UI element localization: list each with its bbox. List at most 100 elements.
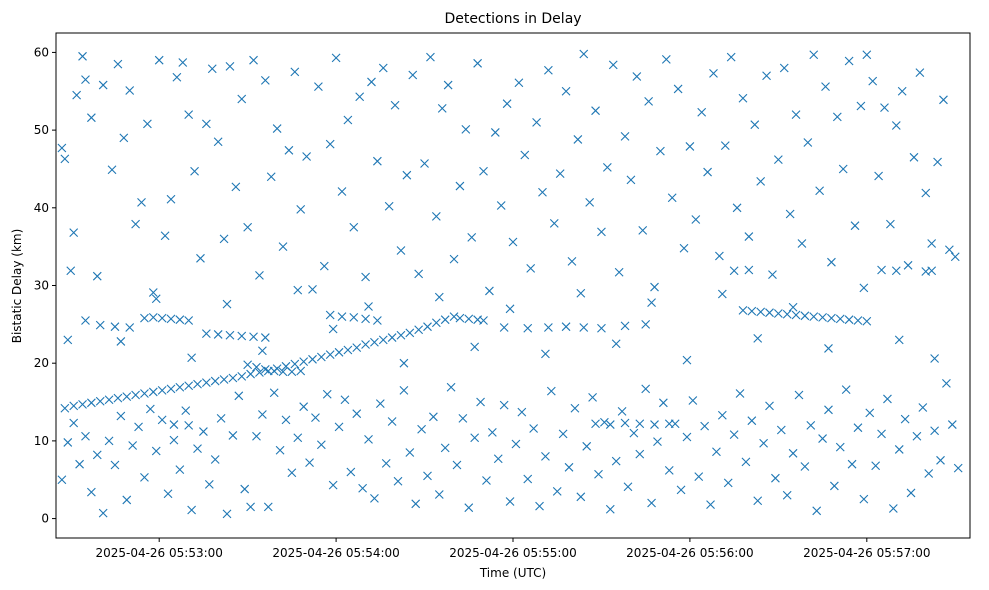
data-point	[930, 426, 940, 436]
data-point	[508, 237, 518, 247]
data-point	[169, 420, 179, 429]
data-point	[894, 445, 904, 454]
data-point	[148, 312, 158, 322]
data-point	[476, 397, 485, 407]
data-point	[78, 51, 87, 61]
data-point	[213, 330, 223, 339]
data-point	[296, 204, 306, 214]
data-point	[86, 113, 96, 123]
data-point	[685, 142, 695, 151]
data-point	[287, 468, 297, 478]
data-point	[709, 69, 718, 78]
data-point	[337, 187, 347, 196]
data-point	[184, 110, 194, 119]
data-point	[543, 323, 553, 332]
data-point	[166, 194, 176, 204]
data-point	[591, 419, 600, 429]
data-point	[434, 490, 444, 499]
data-point	[927, 239, 937, 248]
data-point	[847, 459, 857, 469]
plot-frame	[55, 32, 971, 539]
data-point	[871, 461, 881, 471]
data-point	[753, 496, 763, 506]
data-point	[523, 323, 533, 333]
data-point	[175, 382, 185, 392]
data-point	[249, 55, 258, 65]
data-point	[717, 410, 727, 420]
data-point	[682, 432, 692, 442]
data-point	[272, 124, 282, 133]
data-point	[667, 193, 677, 203]
data-point	[237, 94, 247, 104]
data-point	[72, 90, 82, 100]
data-point	[502, 99, 512, 109]
data-point	[69, 418, 79, 428]
data-point	[178, 58, 188, 67]
data-point	[396, 330, 406, 340]
data-point	[859, 494, 869, 504]
data-point	[260, 333, 270, 342]
data-point	[225, 62, 235, 71]
y-tick-label: 40	[34, 201, 49, 215]
data-point	[237, 331, 247, 341]
data-point	[865, 408, 875, 418]
data-point	[293, 285, 303, 295]
data-point	[653, 437, 662, 447]
data-point	[63, 335, 73, 345]
data-point	[953, 463, 963, 473]
data-point	[408, 70, 418, 80]
data-point	[375, 399, 385, 408]
data-point	[942, 379, 951, 388]
data-point	[69, 228, 79, 238]
data-point	[225, 330, 235, 340]
data-point	[788, 448, 798, 458]
data-point	[520, 150, 530, 160]
data-point	[411, 499, 421, 509]
data-point	[423, 322, 432, 332]
data-point	[773, 309, 783, 318]
data-point	[367, 77, 376, 87]
data-point	[140, 473, 149, 482]
data-point	[738, 93, 748, 103]
data-point	[827, 313, 836, 323]
data-point	[69, 401, 79, 411]
y-tick-label: 10	[34, 434, 49, 448]
data-point	[137, 197, 146, 207]
data-point	[184, 420, 194, 430]
data-point	[939, 95, 948, 105]
data-point	[886, 219, 895, 229]
data-point	[617, 406, 627, 416]
data-point	[529, 424, 539, 433]
data-point	[493, 454, 503, 464]
data-point	[116, 337, 126, 346]
data-point	[290, 359, 300, 369]
data-point	[402, 170, 412, 180]
data-point	[237, 372, 247, 381]
data-point	[812, 506, 822, 516]
data-point	[66, 266, 76, 276]
data-point	[788, 302, 798, 312]
data-point	[355, 92, 365, 102]
data-point	[791, 110, 801, 119]
data-point	[322, 389, 332, 399]
data-point	[222, 509, 232, 519]
data-point	[768, 270, 777, 280]
data-point	[664, 466, 674, 475]
data-point	[470, 433, 480, 443]
data-point	[535, 501, 544, 511]
data-point	[682, 355, 692, 365]
data-point	[620, 131, 630, 141]
y-tick-label: 0	[41, 512, 49, 526]
data-point	[868, 76, 878, 86]
data-point	[485, 286, 494, 296]
data-point	[417, 424, 426, 434]
data-point	[154, 55, 164, 65]
data-point	[290, 67, 300, 77]
data-point	[656, 146, 665, 156]
data-point	[732, 203, 742, 213]
data-point	[738, 305, 748, 315]
data-point	[818, 434, 827, 443]
data-point	[803, 138, 813, 147]
data-point	[561, 322, 571, 332]
data-point	[555, 169, 565, 179]
